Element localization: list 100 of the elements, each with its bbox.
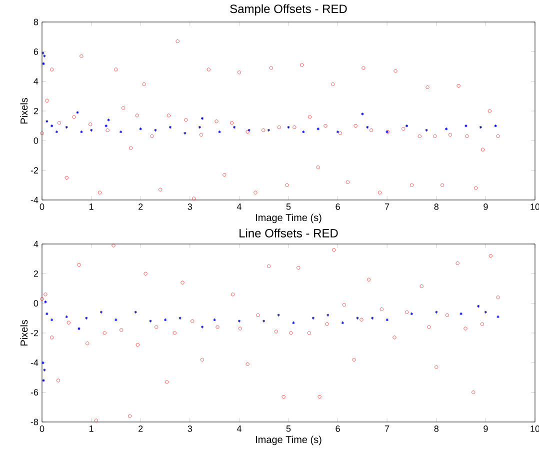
point xyxy=(199,132,204,137)
point xyxy=(206,68,210,72)
y-axis-title: Pixels xyxy=(20,320,28,346)
point xyxy=(394,69,398,73)
point xyxy=(214,120,218,124)
point xyxy=(50,336,54,340)
x-tick-label: 2 xyxy=(138,204,143,210)
point xyxy=(360,318,364,322)
point xyxy=(342,303,346,307)
point xyxy=(66,320,70,324)
point xyxy=(80,54,84,58)
point xyxy=(269,66,274,70)
x-tick-label: 1 xyxy=(89,204,94,210)
point xyxy=(144,272,148,276)
x-axis-title: Image Time (s) xyxy=(256,214,322,224)
point xyxy=(262,128,266,132)
y-tick-label: -2 xyxy=(30,167,38,174)
point xyxy=(216,325,220,329)
point xyxy=(338,131,342,136)
point xyxy=(246,362,250,366)
point xyxy=(231,292,235,296)
x-tick-label: 1 xyxy=(89,426,94,432)
x-tick-label: 9 xyxy=(484,204,488,210)
point xyxy=(72,115,76,119)
point xyxy=(418,134,422,138)
point xyxy=(88,122,92,126)
point xyxy=(114,68,118,72)
point xyxy=(172,331,176,335)
point xyxy=(230,121,234,125)
x-axis-title: Image Time (s) xyxy=(256,436,322,446)
point xyxy=(426,85,430,90)
point xyxy=(277,126,281,130)
point xyxy=(496,296,500,300)
point xyxy=(354,124,358,128)
point xyxy=(480,148,485,152)
point xyxy=(448,132,452,137)
point xyxy=(352,358,356,362)
point xyxy=(474,186,478,190)
x-tick-label: 8 xyxy=(434,426,439,432)
x-tick-label: 5 xyxy=(286,204,291,210)
point xyxy=(192,196,196,200)
x-tick-label: 7 xyxy=(385,426,390,432)
point xyxy=(405,310,409,314)
point xyxy=(378,190,382,194)
y-tick-label: -2 xyxy=(30,330,38,336)
y-tick-label: -6 xyxy=(30,389,38,396)
point xyxy=(128,414,132,418)
point xyxy=(296,266,300,270)
point xyxy=(176,40,180,44)
y-tick-label: 2 xyxy=(34,270,38,277)
point xyxy=(86,342,90,346)
x-tick-label: 2 xyxy=(138,426,143,432)
point xyxy=(222,173,226,177)
point xyxy=(94,418,98,422)
y-tick-label: 0 xyxy=(34,300,38,307)
point xyxy=(324,124,328,128)
x-tick-label: 3 xyxy=(188,426,192,432)
point xyxy=(190,319,194,323)
point xyxy=(64,176,68,180)
point xyxy=(112,244,116,248)
x-tick-label: 0 xyxy=(40,426,44,432)
point xyxy=(480,322,484,326)
point xyxy=(392,336,396,340)
point xyxy=(488,254,492,258)
point xyxy=(356,316,359,320)
point xyxy=(292,126,296,130)
x-tick-label: 6 xyxy=(336,426,340,432)
point xyxy=(106,128,110,132)
point xyxy=(380,307,384,312)
point xyxy=(346,180,350,184)
point xyxy=(42,378,45,382)
y-axis-title: Pixels xyxy=(20,98,28,124)
point xyxy=(370,128,374,132)
point xyxy=(78,326,80,330)
x-tick-label: 8 xyxy=(434,204,439,210)
point xyxy=(410,183,414,187)
x-tick-label: 5 xyxy=(286,426,291,432)
point xyxy=(120,328,124,332)
point xyxy=(142,82,146,86)
point xyxy=(136,343,140,347)
y-tick-label: 8 xyxy=(34,18,38,26)
x-tick-label: 4 xyxy=(236,204,242,210)
point xyxy=(325,322,329,326)
point xyxy=(122,106,126,110)
point xyxy=(434,365,438,369)
y-tick-label: -8 xyxy=(30,418,38,426)
point xyxy=(238,326,242,330)
y-tick-label: -4 xyxy=(30,360,38,366)
point xyxy=(362,66,366,70)
x-tick-label: 7 xyxy=(385,204,390,210)
point xyxy=(164,380,169,384)
y-tick-label: -4 xyxy=(30,196,38,204)
y-tick-label: 0 xyxy=(34,137,38,144)
point xyxy=(40,131,44,136)
point xyxy=(465,134,469,138)
point xyxy=(44,292,48,296)
point xyxy=(154,325,158,329)
point xyxy=(464,326,468,330)
point xyxy=(282,394,286,399)
point xyxy=(237,70,241,74)
